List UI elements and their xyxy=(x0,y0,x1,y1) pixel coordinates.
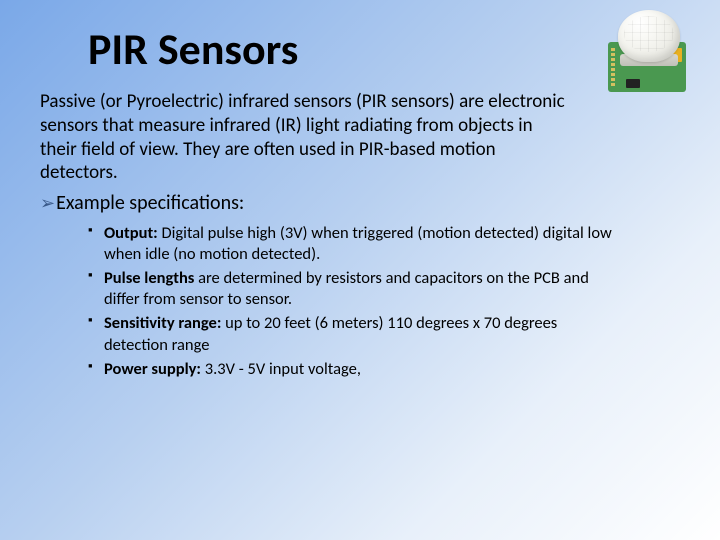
spec-label: Sensitivity range: xyxy=(104,313,221,333)
spec-text: Digital pulse high (3V) when triggered (… xyxy=(104,223,612,264)
spec-item: Output: Digital pulse high (3V) when tri… xyxy=(88,223,618,265)
slide-container: PIR Sensors Passive (or Pyroelectric) in… xyxy=(0,0,720,403)
pir-sensor-image xyxy=(600,8,698,94)
spec-item: Pulse lengths are determined by resistor… xyxy=(88,268,618,310)
spec-list: Output: Digital pulse high (3V) when tri… xyxy=(88,223,618,380)
spec-label: Pulse lengths xyxy=(104,268,194,288)
spec-label: Output: xyxy=(104,223,158,243)
chevron-right-icon: ➢ xyxy=(40,192,55,214)
slide-title: PIR Sensors xyxy=(88,22,680,76)
example-heading-text: Example specifications: xyxy=(56,191,244,215)
pcb-chip xyxy=(626,79,640,88)
spec-label: Power supply: xyxy=(104,359,201,379)
fresnel-dome xyxy=(618,10,680,62)
spec-text: 3.3V - 5V input voltage, xyxy=(201,359,361,379)
spec-item: Sensitivity range: up to 20 feet (6 mete… xyxy=(88,313,618,355)
intro-paragraph: Passive (or Pyroelectric) infrared senso… xyxy=(40,90,570,185)
spec-item: Power supply: 3.3V - 5V input voltage, xyxy=(88,359,618,380)
example-heading: ➢Example specifications: xyxy=(40,191,680,215)
